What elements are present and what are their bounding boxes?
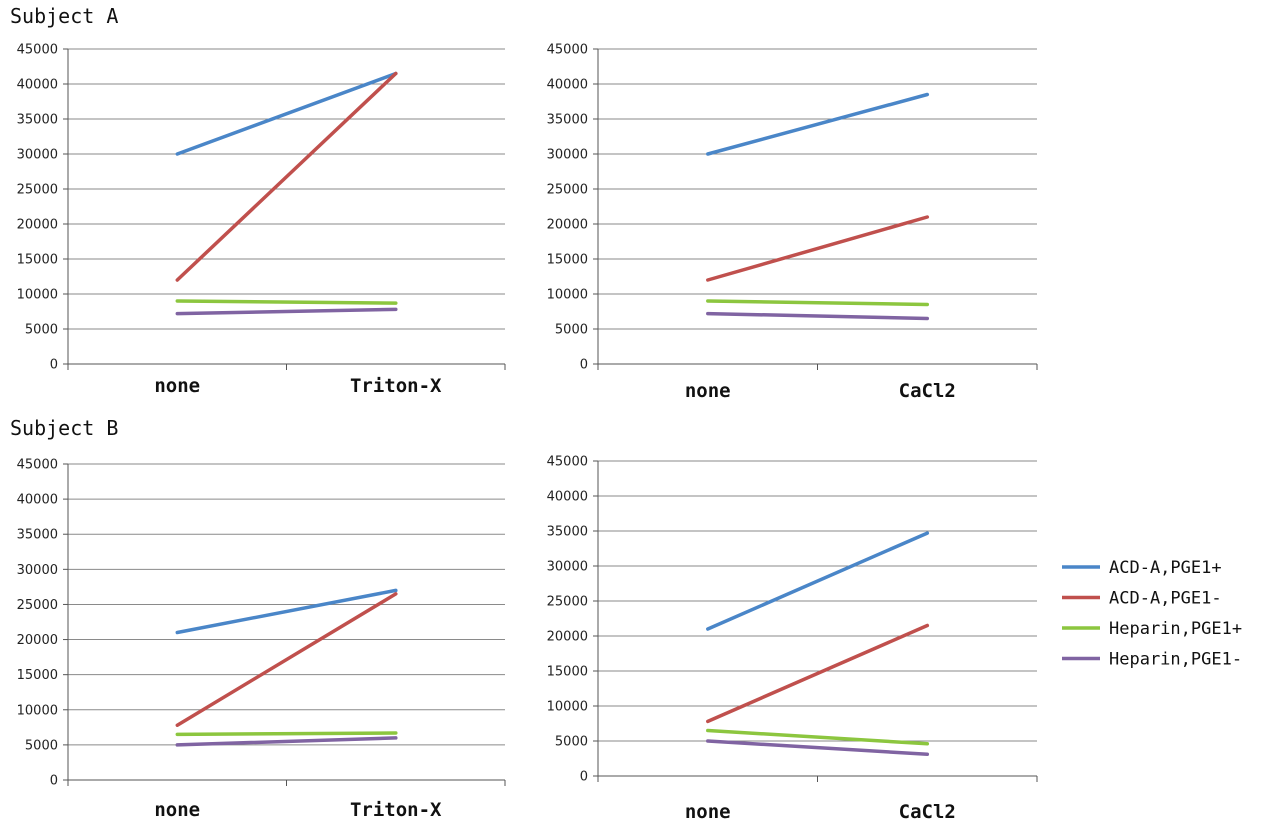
series-line-acd-a-pge1 [706,215,930,282]
chart-panel-4: 0 5000 10000 15000 20000 25000 30000 35000 40000… [547,455,1038,823]
y-tick-label: 10000 [17,288,58,303]
group-label-subject-a: Subject A [10,4,119,28]
series-line-acd-a-pge1 [175,71,398,282]
y-tick-label: 25000 [547,183,588,198]
chart-panel-1: 0 5000 10000 15000 20000 25000 30000 35000 40000… [17,43,506,397]
y-tick-label: 20000 [547,630,588,645]
legend-label: Heparin,PGE1+ [1109,619,1242,639]
y-tick-label: 20000 [17,633,58,648]
y-tick-label: 0 [580,358,588,373]
y-tick-label: 5000 [555,323,588,338]
y-tick-label: 5000 [25,738,58,753]
group-label-subject-b: Subject B [10,416,119,440]
series-line-heparin-pge1 [175,307,398,316]
y-tick-label: 10000 [547,288,588,303]
x-category-label: Triton-X [350,799,442,821]
series-line-heparin-pge1 [706,728,930,746]
x-category-label: Triton-X [350,375,442,397]
y-tick-label: 35000 [17,528,58,543]
legend: ACD-A,PGE1+ ACD-A,PGE1- Heparin,PGE1+ Hepar… [1062,558,1242,670]
y-tick-label: 25000 [547,595,588,610]
y-tick-label: 30000 [17,148,58,163]
y-tick-label: 45000 [17,43,58,58]
y-tick-label: 30000 [17,563,58,578]
y-tick-label: 15000 [17,668,58,683]
series-line-acd-a-pge1 [706,623,930,724]
series-line-heparin-pge1 [175,731,398,737]
series-line-acd-a-pge1 [175,71,398,156]
legend-label: Heparin,PGE1- [1109,650,1242,670]
y-tick-label: 20000 [17,218,58,233]
y-tick-label: 45000 [547,455,588,470]
y-tick-label: 45000 [547,43,588,58]
y-tick-label: 15000 [17,253,58,268]
y-tick-label: 0 [580,770,588,785]
series-line-acd-a-pge1 [175,592,398,727]
y-tick-label: 40000 [17,493,58,508]
series-line-heparin-pge1 [706,739,930,757]
series-line-acd-a-pge1 [706,531,930,631]
x-category-label: none [685,380,731,402]
y-tick-label: 5000 [25,323,58,338]
y-tick-label: 15000 [547,665,588,680]
y-tick-label: 15000 [547,253,588,268]
y-tick-label: 40000 [547,490,588,505]
y-tick-label: 40000 [547,78,588,93]
y-tick-label: 40000 [17,78,58,93]
y-tick-label: 10000 [17,703,58,718]
y-tick-label: 35000 [547,113,588,128]
series-line-heparin-pge1 [706,311,930,321]
series-line-heparin-pge1 [706,299,930,307]
series-line-acd-a-pge1 [706,92,930,156]
y-tick-label: 10000 [547,700,588,715]
legend-label: ACD-A,PGE1- [1109,589,1222,609]
series-line-heparin-pge1 [175,736,398,747]
y-tick-label: 20000 [547,218,588,233]
y-tick-label: 0 [50,774,58,789]
x-category-label: CaCl2 [899,380,956,402]
y-tick-label: 25000 [17,598,58,613]
x-category-label: none [154,799,200,821]
series-line-heparin-pge1 [175,299,398,305]
y-tick-label: 35000 [17,113,58,128]
chart-panel-3: 0 5000 10000 15000 20000 25000 30000 35000 40000… [17,458,506,821]
y-tick-label: 30000 [547,560,588,575]
x-category-label: none [154,375,200,397]
x-category-label: CaCl2 [899,801,956,823]
chart-panel-2: 0 5000 10000 15000 20000 25000 30000 35000 40000… [547,43,1038,402]
y-tick-label: 5000 [555,735,588,750]
y-tick-label: 45000 [17,458,58,473]
y-tick-label: 35000 [547,525,588,540]
y-tick-label: 0 [50,358,58,373]
legend-label: ACD-A,PGE1+ [1109,558,1222,578]
series-line-acd-a-pge1 [175,588,398,635]
x-category-label: none [685,801,731,823]
y-tick-label: 30000 [547,148,588,163]
y-tick-label: 25000 [17,183,58,198]
